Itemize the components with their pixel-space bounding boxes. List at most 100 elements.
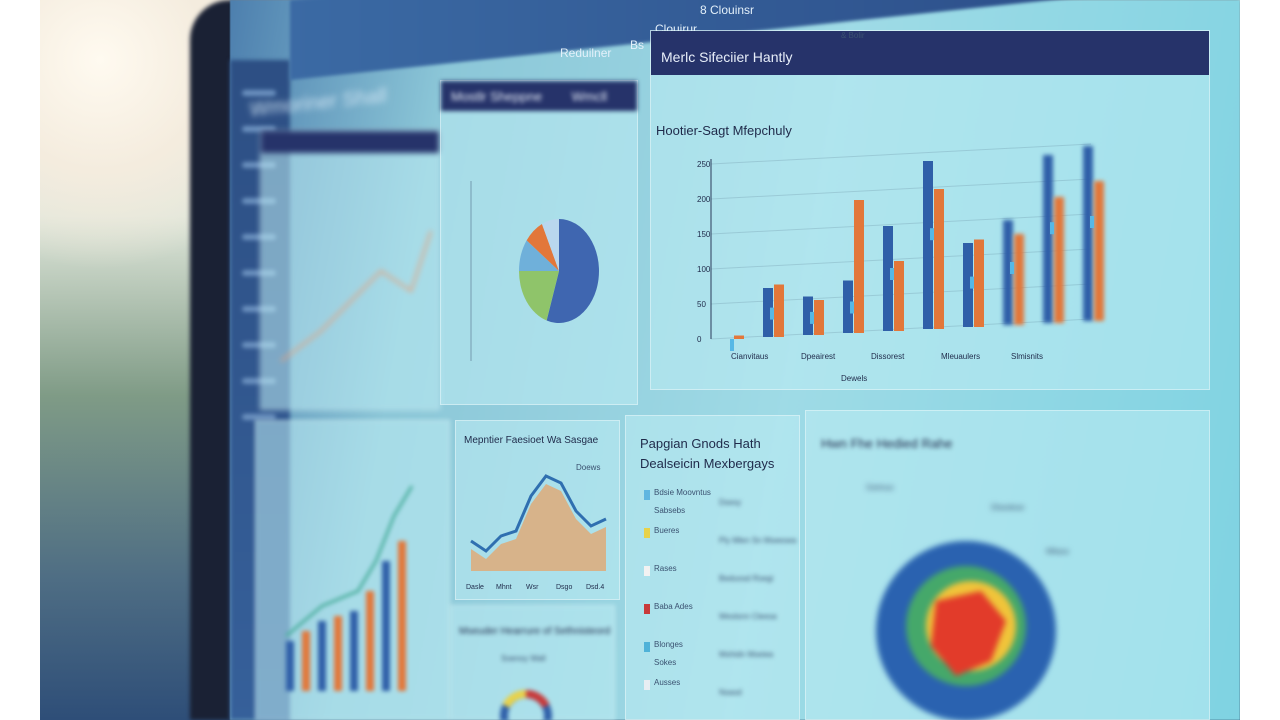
gridline [710,143,1092,165]
bar [774,284,784,337]
y-tick-label: 250 [697,160,711,169]
nav-item[interactable]: Bs [630,38,645,52]
chart-title: Mepntier Faesioet Wa Sasgae [464,435,599,446]
bar [382,561,390,691]
sidebar-item[interactable] [242,162,276,168]
bar [974,239,984,327]
sidebar-item[interactable] [242,90,276,96]
color-swatch [644,680,650,690]
list-item-label: Ausses [654,678,681,687]
list-item[interactable]: Bueres Ply Mlen Sn Mseesea [644,526,797,556]
list-item-value: Mshtdn Mseiea [719,650,774,659]
list-item-sub: Sabsebs [654,506,686,515]
chart-subtitle: Hootier-Sagt Mfepchuly [656,123,792,138]
pie-slice [526,223,559,271]
sidebar-item[interactable] [242,126,276,132]
list-item-label: Bdsie Moovntus [654,488,711,497]
list-subtitle: Dealseicin Mexbergays [640,456,775,471]
bar-accent [930,228,934,241]
bar [1003,220,1013,325]
area-line [470,474,607,553]
list-item[interactable]: Ausses Nsasd [644,678,794,708]
list-item[interactable]: Baba Ades Weslsnn Cleesa [644,602,794,632]
x-tick-label: Dissorest [871,352,905,361]
gridline [710,248,1092,270]
bar-accent [850,301,854,314]
line-chart [285,485,414,691]
bar [734,335,744,339]
photo-background: Wmoriner Shall Reduilner Bs Clouirur 8 C… [40,0,1240,720]
chart-subtitle: Soenoy Wall [501,654,546,663]
pie-slice [519,240,559,271]
annotation: Mltass [1046,547,1070,556]
list-item[interactable]: Bdsie Moovntus Sabsebs Dsesy [644,488,794,518]
bar [334,616,342,691]
panel-heatmap: Hwn Fhe Hedied Rahe Geimus Dlsedese Mlta… [805,410,1210,720]
color-swatch [644,566,650,576]
pie-slice [519,271,559,321]
panel-trend [260,130,440,410]
bar [963,243,973,327]
gridline [710,213,1092,235]
x-tick-label: Dsd.4 [586,584,604,591]
area-chart: Dasle Mhnt Wsr Dsgo Dsd.4 [466,474,607,591]
gridline [710,178,1092,200]
bar-accent [1090,216,1094,228]
chart-title: Hwn Fhe Hedied Rahe [821,436,953,451]
list-item-sub: Sokes [654,658,677,667]
panel-donut: Mseuder Hearrure of Sethnisteord Soenoy … [450,605,615,720]
list-item[interactable]: Rases Beduosd Rsegi [644,564,794,594]
bar [318,621,326,691]
list-item-value: Beduosd Rsegi [719,574,774,583]
bar [302,631,310,691]
bar-accent [730,339,734,351]
y-tick-label: 200 [697,195,711,204]
bar-chart: 0 50 100 150 200 250 Cianvitaus Dpeairest Dissor… [697,143,1104,383]
bar [854,200,864,333]
x-tick-label: Cianvitaus [731,352,768,361]
list-title: Papgian Gnods Hath [640,436,761,451]
nav-item[interactable]: Reduilner [560,46,612,60]
x-tick-label: Dpeairest [801,352,836,361]
color-swatch [644,604,650,614]
pie-slice [546,219,599,323]
x-tick-label: Mleuaulers [941,352,980,361]
sidebar-item[interactable] [242,198,276,204]
sidebar-item[interactable] [242,342,276,348]
bar [1054,197,1064,323]
list-item-value: Nsasd [719,688,742,697]
bar [923,161,933,329]
list-item-label: Baba Ades [654,602,693,611]
bar [1094,181,1104,321]
color-swatch [644,528,650,538]
sidebar-item[interactable] [242,306,276,312]
bar [1043,155,1053,323]
x-tick-label: Dsgo [556,584,572,591]
list-item-value: Ply Mlen Sn Mseesea [719,536,797,545]
sidebar-item[interactable] [242,378,276,384]
list-item-label: Rases [654,564,677,573]
panel-bar: Merlc Sifeciier Hantly & Bolir Hootier-Sa… [650,30,1210,390]
list-item-label: Blonges [654,640,683,649]
y-tick-label: 50 [697,300,706,309]
chart-title: Mseuder Hearrure of Sethnisteord [459,626,611,637]
sidebar-item[interactable] [242,270,276,276]
panel-title: Mostlr Sheppne [451,89,543,104]
bar [814,300,824,335]
nav-item[interactable]: 8 Clouinsr [700,3,755,17]
bar [843,280,853,333]
panel-line [255,420,450,720]
panel-header-right: & Bolir [841,31,865,40]
list-item[interactable]: Blonges Sokes Mshtdn Mseiea [644,640,794,670]
panel-header: Merlc Sifeciier Hantly & Bolir [651,31,1209,75]
y-tick-label: 150 [697,230,711,239]
list-item-label: Bueres [654,526,680,535]
sidebar-item[interactable] [242,414,276,420]
x-tick-label: Wsr [526,584,539,591]
bar [366,591,374,691]
sidebar-item[interactable] [242,234,276,240]
bar [763,288,773,337]
bar-accent [770,307,774,320]
x-tick-label: Mhnt [496,584,512,591]
bar-accent [1010,262,1014,274]
